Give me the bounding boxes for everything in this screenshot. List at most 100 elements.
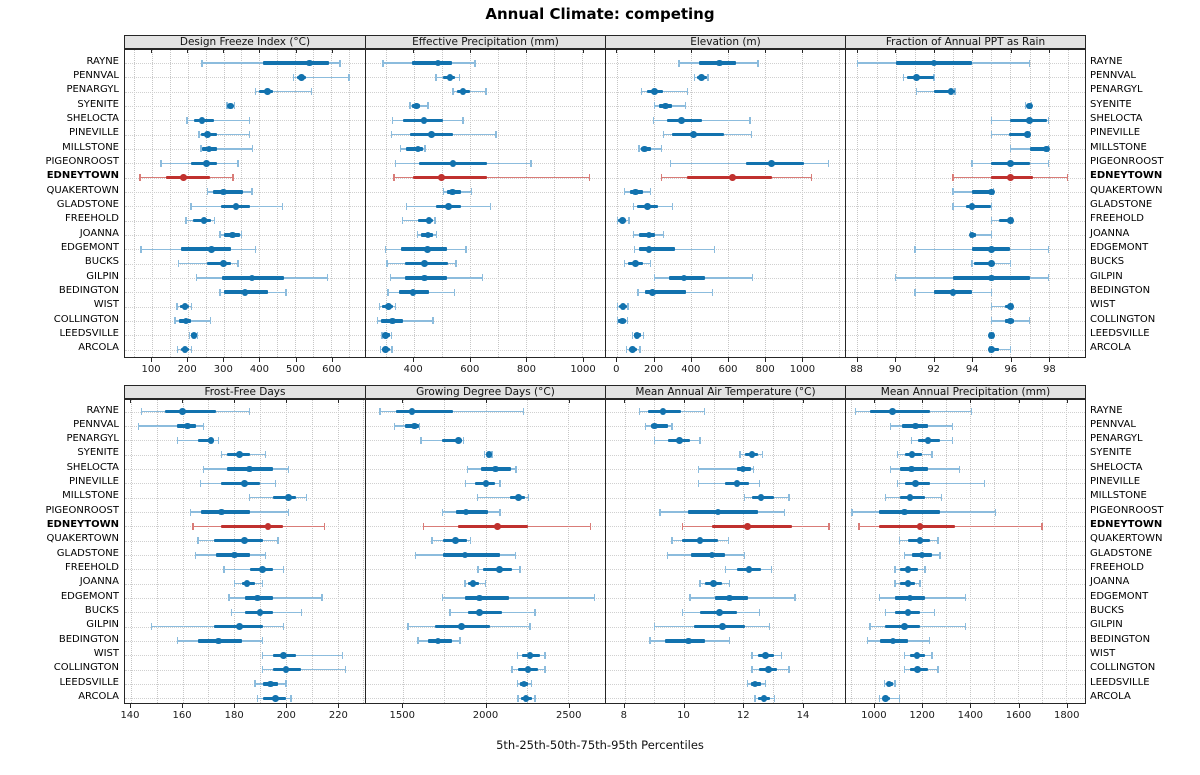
whisker-line [698,468,754,470]
iqr-bar [221,524,284,529]
median-dot [1007,174,1014,181]
panel-strip: Design Freeze Index (°C) [124,35,366,49]
gridline-vertical [469,49,471,357]
median-dot [411,422,418,430]
whisker-cap [1047,159,1050,167]
median-dot [205,145,213,153]
median-dot [1024,131,1031,138]
gridline-vertical [1010,49,1012,357]
panel-strip: Effective Precipitation (mm) [365,35,606,49]
whisker-cap [261,651,264,659]
median-dot [420,117,428,124]
axis-tick-label: 2000 [472,709,499,721]
axis-tick [743,398,745,403]
whisker-cap [399,145,401,153]
whisker-cap [174,317,176,325]
median-dot [227,102,234,110]
axis-tick [616,357,618,362]
whisker-cap [218,436,220,444]
axis-tick [856,48,858,53]
median-dot [901,623,908,630]
site-label-left: LEEDSVILLE [59,676,119,688]
whisker-cap [632,202,634,210]
whisker-cap [899,537,901,545]
iqr-bar [200,510,250,514]
row-rule [366,683,605,685]
row-rule [846,440,1085,442]
axis-tick-label: 94 [965,363,979,375]
median-dot [421,274,428,282]
whisker-cap [199,479,202,487]
median-dot [632,260,639,267]
median-dot [719,623,726,630]
row-rule [606,411,845,413]
whisker-cap [1047,245,1050,253]
whisker-cap [285,680,287,688]
row-rule [846,683,1085,685]
whisker-cap [940,494,943,502]
whisker-cap [990,116,992,124]
gridline-vertical [234,399,236,703]
axis-tick [485,703,487,708]
median-dot [208,245,215,253]
iqr-bar [165,175,211,180]
whisker-cap [761,451,764,459]
axis-tick-label: 800 [516,363,536,375]
axis-tick [295,48,297,53]
row-rule [366,440,605,442]
gridline-vertical [385,49,387,357]
whisker-cap [623,260,626,268]
axis-tick-label: 98 [1042,363,1056,375]
median-dot [908,451,916,458]
whisker-cap [391,346,393,354]
median-dot [714,508,722,516]
axis-tick [970,703,972,708]
row-rule [366,263,605,265]
site-label-right: PIGEONROOST [1090,156,1164,168]
whisker-line [255,90,312,93]
axis-tick [623,398,625,403]
axis-tick-label: 400 [681,363,701,375]
whisker-cap [699,580,701,588]
median-dot [1007,317,1014,325]
whisker-cap [729,637,731,645]
row-rule [125,349,365,351]
whisker-cap [198,131,200,139]
row-rule [846,555,1085,556]
whisker-cap [344,666,347,674]
median-dot [496,566,503,573]
whisker-cap [233,580,235,588]
whisker-cap [895,274,897,282]
row-rule [125,497,365,499]
whisker-cap [527,494,530,502]
median-dot [912,422,919,430]
median-dot [1007,217,1014,224]
whisker-cap [160,159,162,167]
whisker-cap [990,202,992,210]
whisker-cap [176,637,179,645]
median-dot [764,666,772,673]
axis-tick [728,357,729,362]
median-dot [454,437,462,444]
gridline-vertical [654,49,656,357]
median-dot [485,451,493,458]
median-dot [1043,145,1051,153]
whisker-cap [495,131,497,139]
whisker-cap [466,465,469,473]
whisker-cap [137,422,140,430]
whisker-cap [780,651,783,659]
panel-strip: Growing Degree Days (°C) [365,385,606,399]
median-dot [461,551,469,559]
median-dot [230,551,238,559]
median-dot [739,465,747,473]
median-dot [428,131,435,138]
median-dot [476,594,484,602]
median-dot [988,331,995,339]
whisker-cap [689,594,691,602]
median-dot [462,508,470,516]
site-label-right: PENNVAL [1090,70,1136,82]
whisker-cap [894,580,896,588]
median-dot [385,303,393,310]
whisker-cap [654,102,656,110]
row-rule [125,177,365,179]
